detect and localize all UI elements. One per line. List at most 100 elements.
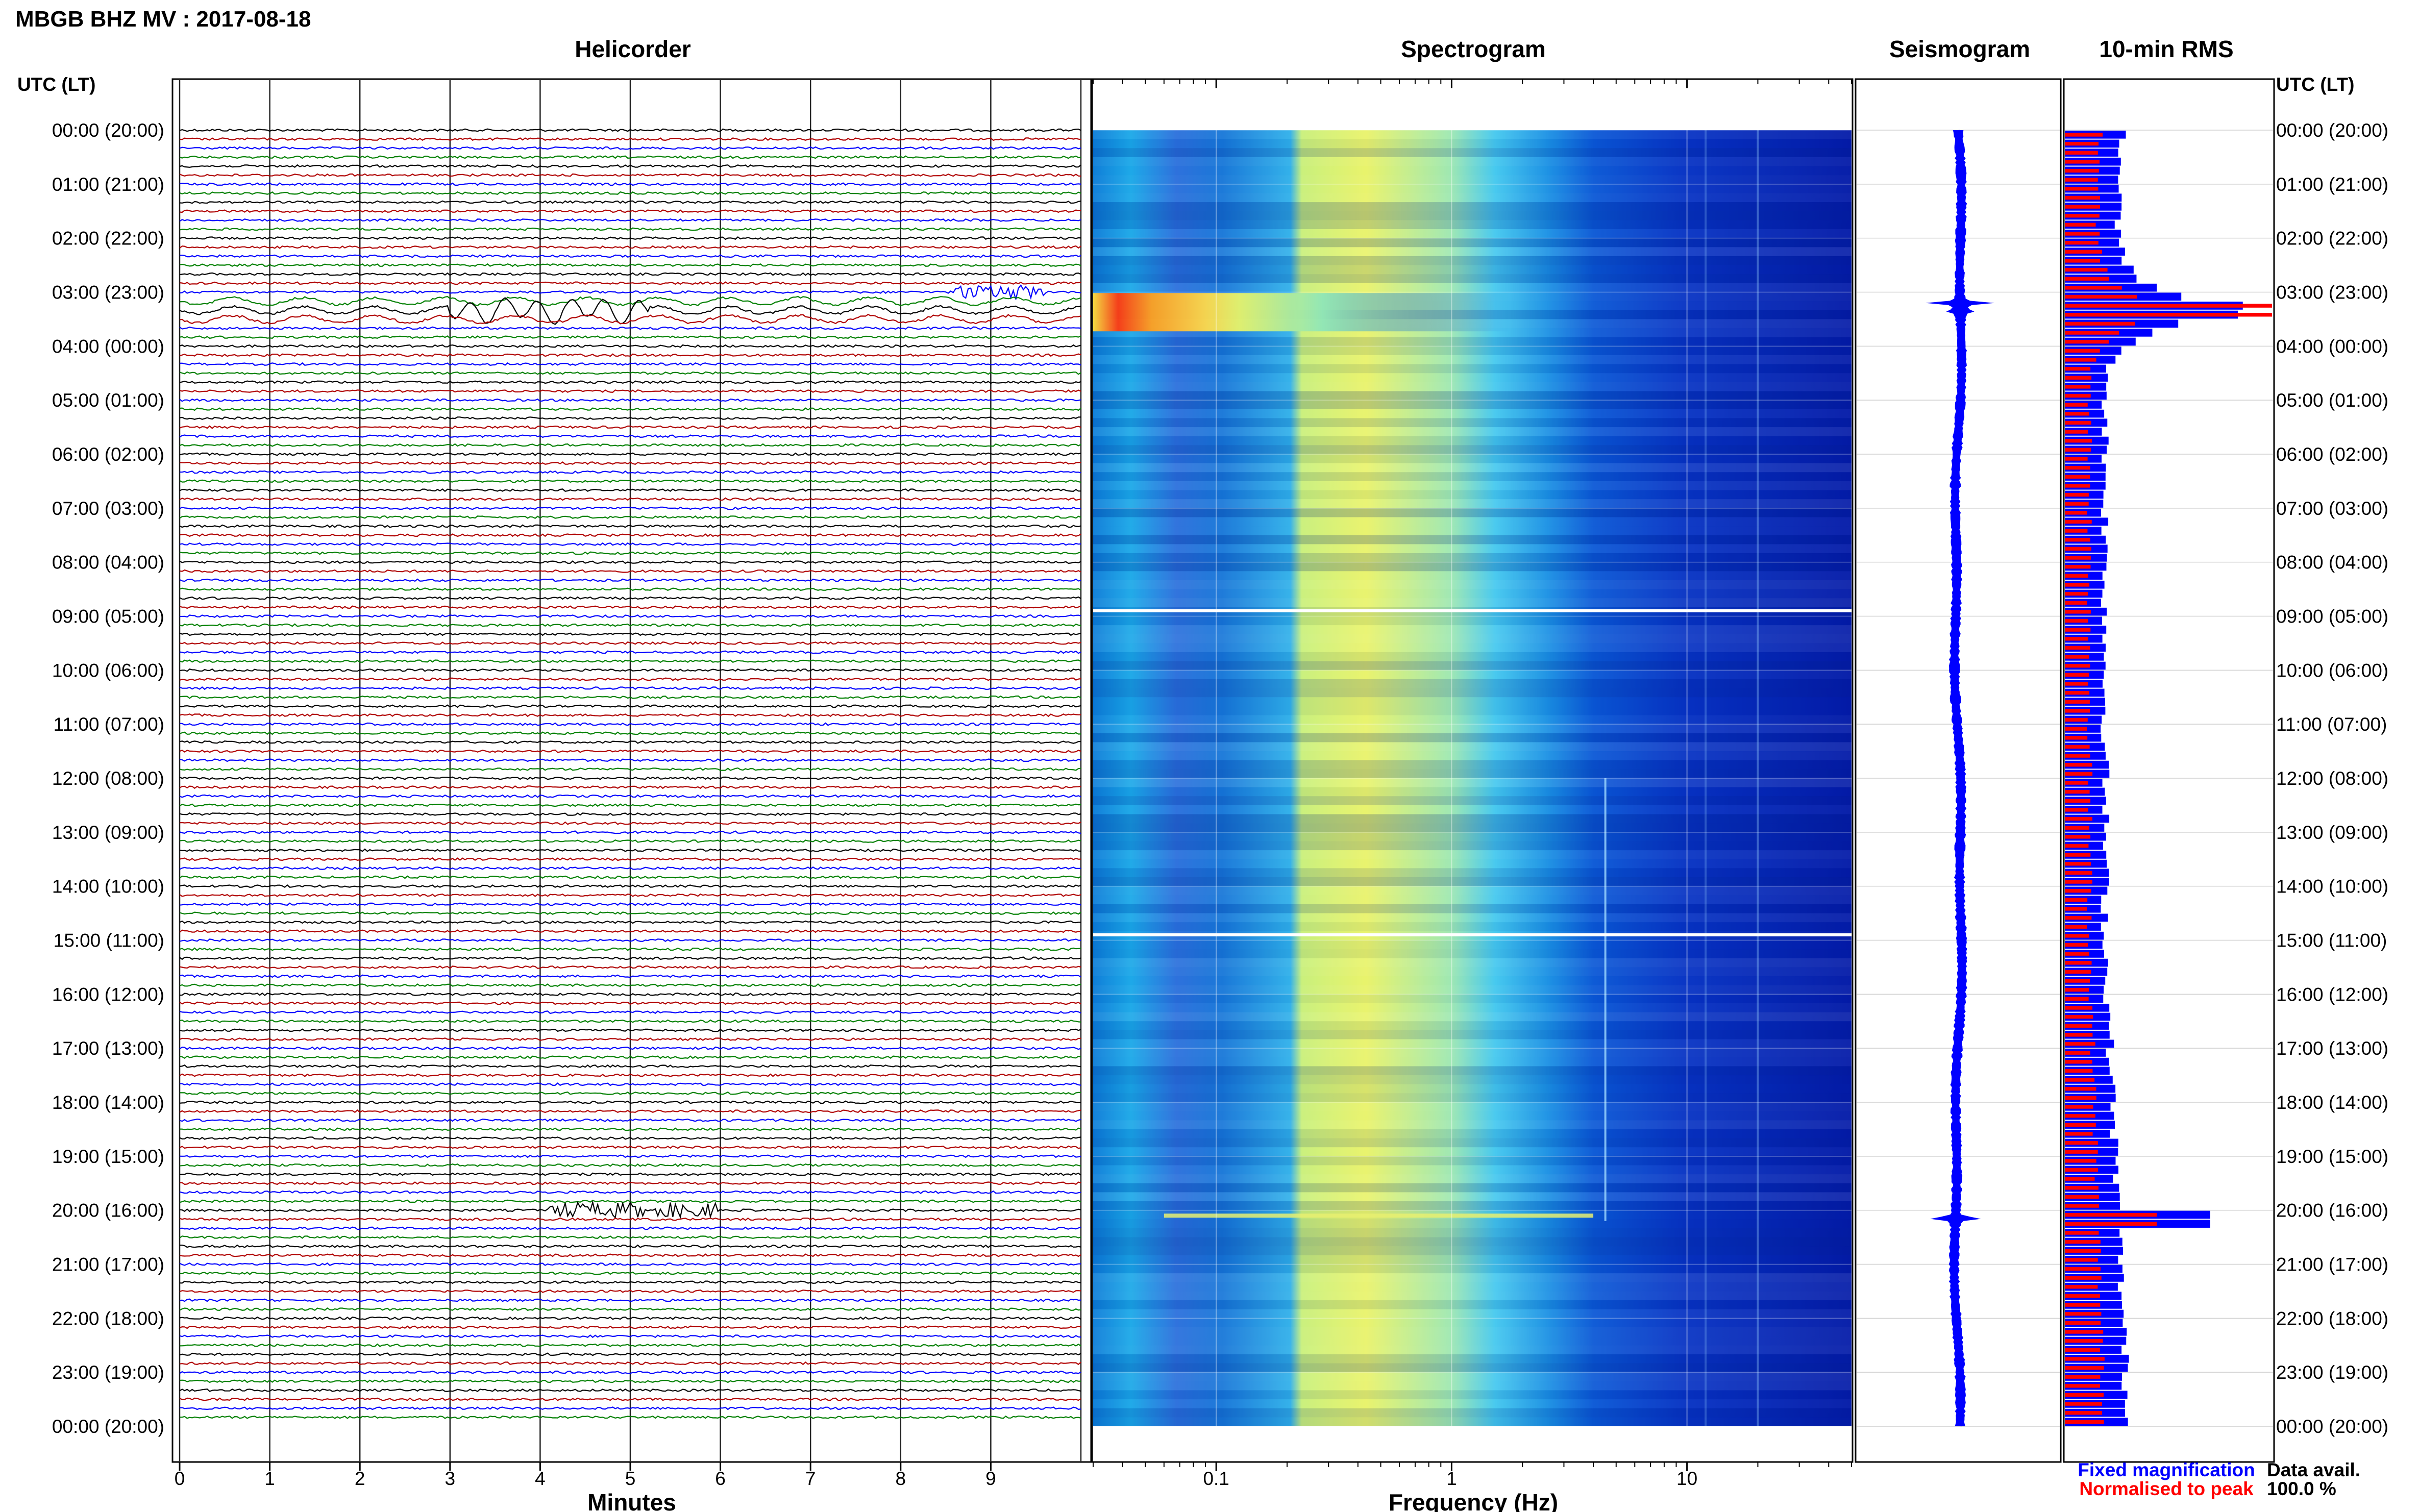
rms-bar-normalised xyxy=(2065,556,2091,560)
time-label-left: 14:00 (10:00) xyxy=(52,876,164,897)
spectrogram-row xyxy=(1093,427,1852,436)
spectrogram-row xyxy=(1093,922,1852,931)
helicorder-trace xyxy=(180,1127,1081,1131)
rms-bar-normalised xyxy=(2065,376,2092,380)
spectrogram-row xyxy=(1093,967,1852,977)
spectrogram-row xyxy=(1093,1057,1852,1067)
helicorder-trace xyxy=(179,344,1081,348)
rms-bar-normalised xyxy=(2065,844,2089,848)
rms-bar-normalised xyxy=(2065,835,2091,839)
helicorder-trace xyxy=(179,569,1081,573)
rms-bar-normalised xyxy=(2065,1420,2104,1424)
helicorder-trace xyxy=(179,1190,1081,1194)
time-label-right: 02:00 (22:00) xyxy=(2276,228,2388,249)
helicorder-trace xyxy=(179,1235,1081,1240)
rms-bar-normalised xyxy=(2065,997,2089,1001)
helicorder-trace xyxy=(179,947,1081,951)
helicorder-trace xyxy=(179,1307,1081,1311)
rms-bar-normalised xyxy=(2065,754,2090,758)
rms-bar-normalised xyxy=(2065,1411,2103,1415)
spectrogram-row xyxy=(1093,1309,1852,1319)
helicorder-trace xyxy=(179,776,1081,780)
rms-bar-normalised xyxy=(2065,628,2091,632)
helicorder-trace xyxy=(179,1118,1081,1122)
rms-bar-normalised xyxy=(2065,439,2092,443)
spectrogram-row xyxy=(1093,373,1852,382)
time-label-left: 12:00 (08:00) xyxy=(52,768,164,789)
helicorder-trace xyxy=(179,1172,1081,1176)
helicorder-trace xyxy=(179,1325,1081,1329)
helicorder-trace xyxy=(179,1136,1081,1141)
data-avail-value: 100.0 % xyxy=(2267,1478,2336,1499)
rms-bar-normalised xyxy=(2065,250,2103,254)
rms-bar-normalised xyxy=(2065,1168,2099,1172)
helicorder-trace xyxy=(179,470,1081,474)
rms-bar-normalised xyxy=(2065,385,2091,389)
time-label-left: 20:00 (16:00) xyxy=(52,1200,164,1221)
spectrogram-row xyxy=(1093,1201,1852,1210)
spectrogram-row xyxy=(1093,175,1852,184)
helicorder-trace xyxy=(179,128,1081,132)
spectrogram-row xyxy=(1093,688,1852,698)
helicorder-trace xyxy=(179,938,1081,943)
helicorder-trace xyxy=(179,380,1081,384)
rms-bar-normalised xyxy=(2065,484,2090,488)
spectrogram-row xyxy=(1093,157,1852,166)
spectrogram-row xyxy=(1093,1390,1852,1400)
spectrogram-row xyxy=(1093,886,1852,896)
spectrogram-row xyxy=(1093,895,1852,904)
rms-bars xyxy=(2065,131,2272,1426)
spectrogram-row xyxy=(1093,1282,1852,1292)
rms-bar-normalised xyxy=(2065,772,2093,776)
rms-bar-normalised xyxy=(2065,799,2091,803)
spectrogram-row xyxy=(1093,994,1852,1003)
spectrogram-gap xyxy=(1093,609,1852,612)
helicorder-trace xyxy=(179,389,1081,393)
helicorder-trace xyxy=(179,479,1081,483)
helicorder-trace xyxy=(179,335,1081,339)
rms-bar-normalised xyxy=(2065,952,2089,956)
helicorder-trace xyxy=(179,1262,1081,1266)
rms-bar-normalised xyxy=(2065,1159,2096,1163)
rms-bar-normalised xyxy=(2065,420,2091,425)
helicorder-trace xyxy=(179,1055,1081,1059)
spectrogram-row xyxy=(1093,508,1852,517)
spectrogram-row xyxy=(1093,742,1852,752)
time-label-left: 23:00 (19:00) xyxy=(52,1362,164,1383)
spectrogram-row xyxy=(1093,661,1852,671)
helicorder-trace xyxy=(179,659,1081,663)
rms-bar-normalised xyxy=(2065,240,2099,245)
helicorder-trace xyxy=(179,524,1081,528)
rms-bar-normalised xyxy=(2065,141,2099,146)
spectrogram-row-bands xyxy=(1093,130,1852,1426)
time-label-right: 17:00 (13:00) xyxy=(2276,1038,2388,1059)
helicorder-trace xyxy=(179,1200,1081,1219)
spectrogram-row xyxy=(1093,544,1852,554)
rms-bar-normalised xyxy=(2065,880,2092,884)
helicorder-trace xyxy=(179,632,1081,636)
spectrogram-row xyxy=(1093,1048,1852,1057)
rms-bar-normalised xyxy=(2065,1014,2093,1019)
helicorder-trace xyxy=(179,416,1081,420)
spectrogram-row xyxy=(1093,1156,1852,1166)
helicorder-trace xyxy=(179,182,1081,186)
spectrogram-row xyxy=(1093,715,1852,725)
helicorder-trace xyxy=(179,1091,1081,1095)
helicorder-trace xyxy=(179,929,1081,933)
rms-bar-normalised xyxy=(2065,591,2088,596)
spectrogram-row xyxy=(1093,247,1852,256)
legend-fixed-magnification: Fixed magnification xyxy=(2078,1459,2255,1480)
spectrogram-row xyxy=(1093,787,1852,797)
spectrogram-row xyxy=(1093,274,1852,283)
helicorder-trace xyxy=(179,1280,1081,1284)
rms-bar-normalised xyxy=(2065,789,2090,794)
rms-bar-normalised xyxy=(2065,349,2100,353)
time-label-left: 06:00 (02:00) xyxy=(52,444,164,465)
helicorder-x-ticks: 0 1 2 3 4 5 6 7 8 9 xyxy=(175,1462,996,1489)
helicorder-trace xyxy=(179,254,1081,258)
spectrogram-row xyxy=(1093,445,1852,454)
spectrogram-row xyxy=(1093,256,1852,265)
helicorder-trace xyxy=(179,452,1081,456)
helicorder-trace xyxy=(179,650,1081,654)
